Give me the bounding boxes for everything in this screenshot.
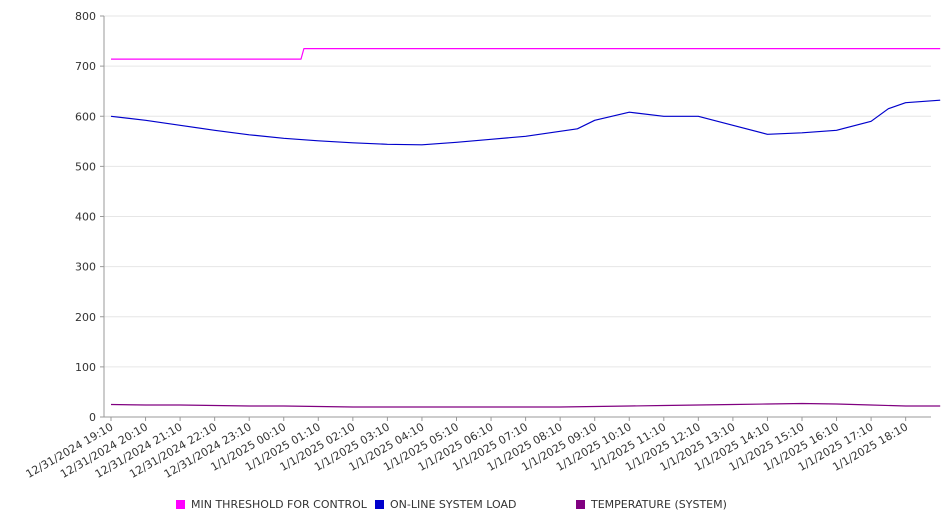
y-tick-label: 800 — [75, 10, 96, 23]
legend-label: TEMPERATURE (SYSTEM) — [591, 498, 727, 511]
legend-swatch — [176, 500, 185, 509]
legend-swatch — [375, 500, 384, 509]
legend-item[interactable]: ON-LINE SYSTEM LOAD — [375, 498, 516, 511]
series-lines — [110, 47, 941, 408]
y-tick-label: 400 — [75, 211, 96, 224]
series-line-0 — [111, 47, 941, 60]
legend-label: ON-LINE SYSTEM LOAD — [390, 498, 517, 511]
series-line-2 — [110, 402, 941, 408]
y-axis-ticks: 0 100 200 300 400 500 600 700 800 — [75, 10, 104, 424]
grid-lines — [104, 15, 931, 368]
y-tick-label: 0 — [89, 411, 96, 424]
y-tick-label: 600 — [75, 110, 96, 123]
y-tick-label: 200 — [75, 311, 96, 324]
legend: MIN THRESHOLD FOR CONTROL ON-LINE SYSTEM … — [0, 498, 946, 516]
y-tick-label: 500 — [75, 160, 96, 173]
legend-item[interactable]: TEMPERATURE (SYSTEM) — [576, 498, 727, 511]
legend-swatch — [576, 500, 585, 509]
y-tick-label: 300 — [75, 261, 96, 274]
series-line-1 — [110, 99, 941, 146]
y-tick-label: 700 — [75, 60, 96, 73]
y-tick-label: 100 — [75, 361, 96, 374]
legend-item[interactable]: MIN THRESHOLD FOR CONTROL — [176, 498, 367, 511]
legend-label: MIN THRESHOLD FOR CONTROL — [191, 498, 367, 511]
